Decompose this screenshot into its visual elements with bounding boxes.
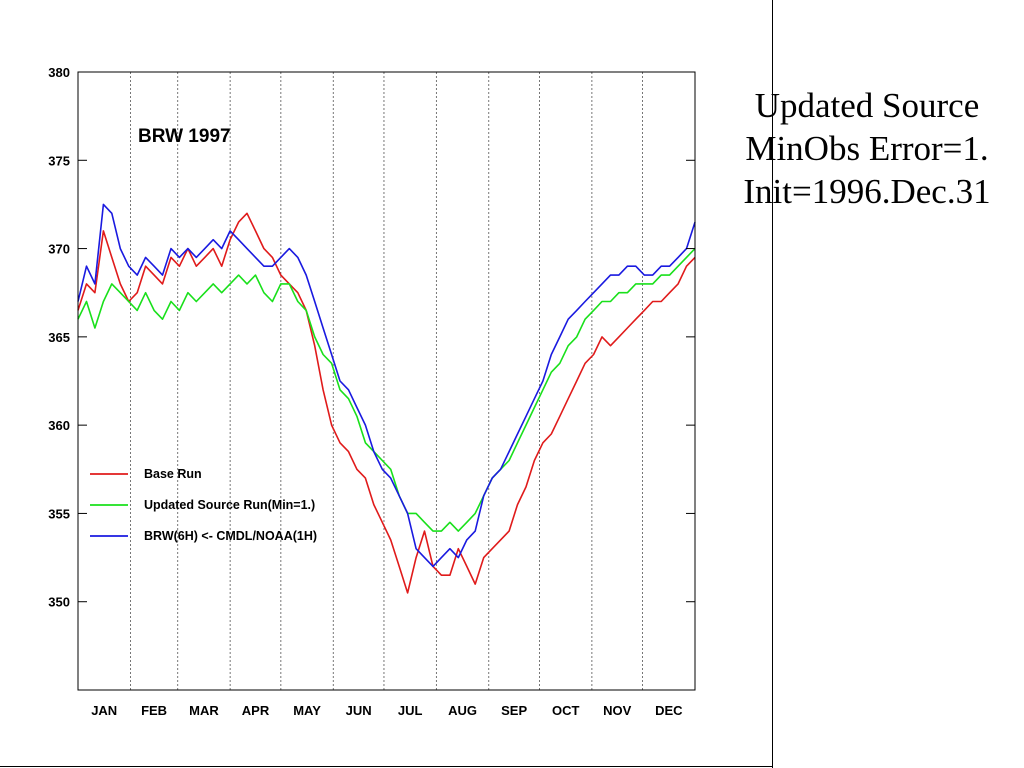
x-tick-label: DEC [655,703,683,718]
y-axis-ticks: 350 355 360 365 370 375 380 [48,65,695,610]
x-tick-label: SEP [501,703,527,718]
side-caption-line-1: Updated Source [754,86,980,125]
x-tick-label: AUG [448,703,477,718]
x-tick-label: APR [242,703,270,718]
y-tick-label: 380 [48,65,70,80]
legend-label: Updated Source Run(Min=1.) [144,498,315,512]
slide-right-border [772,0,773,768]
plot-frame [77,71,696,691]
series-lines [77,203,696,594]
chart-title: BRW 1997 [138,126,231,147]
series-line [77,203,696,568]
y-tick-label: 365 [48,330,70,345]
y-tick-label: 350 [48,595,70,610]
y-tick-label: 360 [48,418,70,433]
legend: Base Run Updated Source Run(Min=1.) BRW(6H… [90,467,317,543]
series-line [77,248,696,532]
month-gridlines [130,72,643,690]
y-tick-label: 375 [48,153,70,168]
legend-label: BRW(6H) <- CMDL/NOAA(1H) [144,529,317,543]
x-tick-label: FEB [141,703,167,718]
y-tick-label: 370 [48,242,70,257]
x-tick-label: JUL [398,703,423,718]
co2-time-series-chart: 350 355 360 365 370 375 380 JAN FEB MAR APR MAY JUN… [48,65,696,718]
side-caption-line-2: MinObs Error=1. [745,129,989,168]
x-tick-label: NOV [603,703,632,718]
x-axis-month-labels: JAN FEB MAR APR MAY JUN JUL AUG SEP OCT NOV DEC [91,703,683,718]
side-caption-line-3: Init=1996.Dec.31 [743,172,991,211]
series-line [77,212,696,594]
x-tick-label: MAR [189,703,219,718]
x-tick-label: JAN [91,703,117,718]
legend-label: Base Run [144,467,202,481]
slide-bottom-border [0,766,773,767]
x-tick-label: MAY [293,703,321,718]
y-tick-label: 355 [48,506,70,521]
x-tick-label: JUN [346,703,372,718]
x-tick-label: OCT [552,703,580,718]
side-caption: Updated Source MinObs Error=1. Init=1996… [722,84,1012,213]
